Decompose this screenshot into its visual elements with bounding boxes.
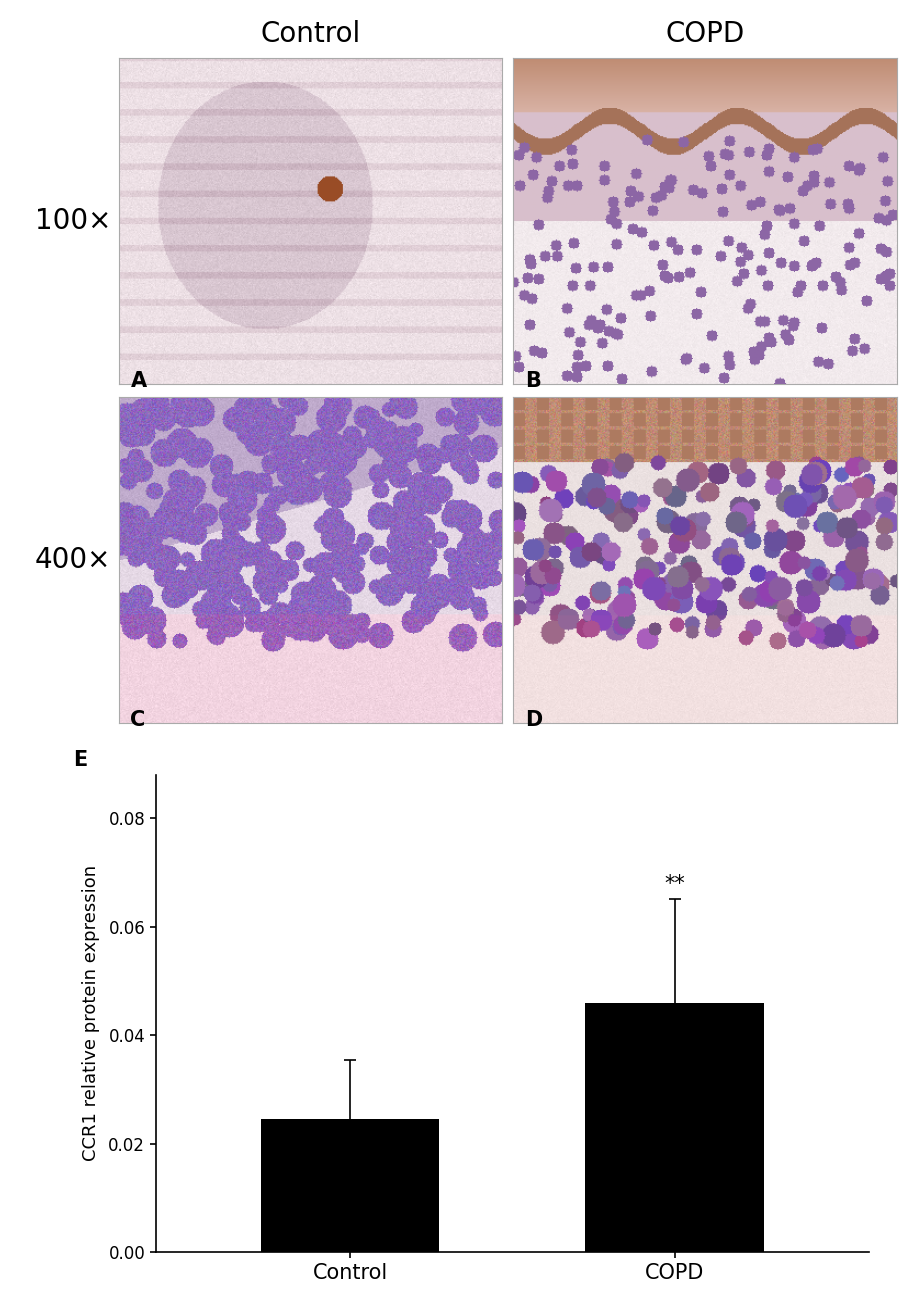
- Text: **: **: [664, 874, 685, 893]
- Text: B: B: [525, 371, 541, 391]
- Text: 400×: 400×: [35, 546, 112, 574]
- Text: A: A: [131, 371, 146, 391]
- Bar: [261, 1119, 439, 1252]
- Text: 100×: 100×: [35, 207, 112, 235]
- Y-axis label: CCR1 relative protein expression: CCR1 relative protein expression: [82, 865, 100, 1162]
- Text: E: E: [73, 750, 88, 769]
- Text: Control: Control: [261, 19, 361, 48]
- Text: COPD: COPD: [665, 19, 745, 48]
- Text: D: D: [525, 710, 542, 729]
- Text: C: C: [131, 710, 145, 729]
- Bar: [586, 1003, 764, 1252]
